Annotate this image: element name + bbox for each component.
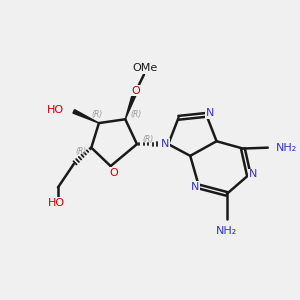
Text: O: O xyxy=(131,85,140,96)
Text: N: N xyxy=(191,182,200,192)
Text: N: N xyxy=(206,108,214,118)
Text: HO: HO xyxy=(46,105,64,115)
Polygon shape xyxy=(73,110,99,123)
Text: (R): (R) xyxy=(142,135,154,144)
Text: OMe: OMe xyxy=(133,63,158,73)
Text: N: N xyxy=(161,139,170,148)
Text: N: N xyxy=(249,169,257,179)
Text: (R): (R) xyxy=(91,110,102,119)
Text: O: O xyxy=(110,167,118,178)
Text: NH₂: NH₂ xyxy=(276,143,297,153)
Polygon shape xyxy=(125,94,136,119)
Text: HO: HO xyxy=(48,198,65,208)
Text: NH₂: NH₂ xyxy=(216,226,237,236)
Text: (R): (R) xyxy=(75,147,87,156)
Text: (R): (R) xyxy=(131,110,142,118)
